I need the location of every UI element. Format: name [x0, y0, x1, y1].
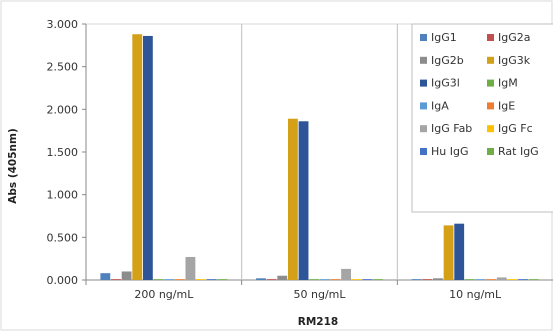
bar-igg3l: [298, 121, 309, 280]
legend-swatch: [487, 34, 494, 41]
bar-iga: [475, 279, 486, 280]
legend-label: IgA: [431, 99, 449, 112]
bar-hu-igg: [518, 279, 528, 280]
x-axis-title: RM218: [298, 316, 338, 328]
legend-swatch: [487, 79, 494, 87]
legend-swatch: [487, 148, 494, 155]
y-tick-label: 2.500: [47, 61, 79, 74]
legend-label: IgG Fc: [498, 122, 533, 135]
bar-igg2a: [111, 279, 121, 280]
legend-label: IgG3k: [498, 54, 531, 67]
legend-box: [411, 23, 553, 213]
bar-igm: [309, 279, 320, 280]
legend-label: IgG2a: [498, 31, 531, 44]
bar-igg2b: [277, 275, 288, 280]
bar-igm: [464, 279, 475, 280]
bar-igg1: [411, 279, 422, 280]
y-tick-label: 1.500: [47, 146, 79, 159]
bar-igm: [153, 279, 164, 280]
x-axis-ticks: 200 ng/mL 50 ng/mL 10 ng/mL: [85, 280, 502, 301]
bar-igg2b: [433, 278, 443, 280]
legend-swatch: [420, 34, 427, 41]
bar-rat-igg: [217, 279, 228, 280]
legend-swatch: [487, 56, 494, 64]
legend-label: Rat IgG: [498, 145, 539, 158]
bar-igg3l: [142, 35, 153, 280]
bar-igg-fab: [185, 256, 196, 280]
y-tick-label: 1.000: [47, 189, 79, 202]
bar-igg2a: [266, 279, 277, 280]
legend-label: IgM: [498, 77, 518, 90]
bar-igg3l: [454, 223, 465, 280]
x-tick-label: 10 ng/mL: [449, 288, 502, 301]
bar-ige: [486, 279, 497, 280]
bar-igg1: [256, 278, 266, 280]
legend-label: IgG Fab: [431, 122, 472, 135]
x-tick-label: 50 ng/mL: [294, 288, 347, 301]
legend-label: IgG2b: [431, 54, 464, 67]
bar-igg-fab: [496, 277, 507, 280]
bar-igg1: [100, 273, 111, 280]
bar-igg3k: [132, 34, 143, 280]
bar-rat-igg: [528, 279, 539, 280]
bar-hu-igg: [362, 279, 373, 280]
y-tick-label: 0.000: [47, 274, 79, 287]
legend-swatch: [420, 125, 427, 133]
bar-ige: [330, 279, 341, 280]
legend-label: IgG1: [431, 31, 457, 44]
bars: [100, 34, 539, 280]
y-axis-title: Abs (405nm): [7, 128, 19, 203]
bar-igg2a: [422, 279, 433, 280]
legend-swatch: [420, 56, 427, 64]
bar-igg-fc: [507, 279, 518, 280]
y-tick-label: 0.500: [47, 231, 79, 244]
bar-igg-fab: [341, 268, 352, 280]
bar-iga: [319, 279, 330, 280]
legend-swatch: [420, 102, 427, 110]
legend-swatch: [487, 102, 494, 110]
bar-igg-fc: [196, 279, 206, 280]
legend-label: Hu IgG: [431, 145, 469, 158]
bar-iga: [164, 279, 175, 280]
legend: IgG1 IgG2a IgG2b IgG3k IgG3l IgM IgA IgE IgG Fab…: [411, 23, 553, 213]
y-tick-label: 2.000: [47, 103, 79, 116]
bar-hu-igg: [206, 279, 217, 280]
legend-swatch: [420, 79, 427, 87]
bar-ige: [174, 279, 185, 280]
x-tick-label: 200 ng/mL: [134, 288, 194, 301]
bar-rat-igg: [373, 279, 383, 280]
legend-label: IgE: [498, 99, 515, 112]
y-tick-label: 3.000: [47, 18, 79, 31]
bar-igg3k: [287, 118, 298, 280]
bar-igg3k: [443, 225, 454, 280]
y-axis-ticks: 0.000 0.500 1.000 1.500 2.000 2.500 3.000: [47, 18, 86, 287]
bar-igg2b: [121, 271, 132, 280]
bar-igg-fc: [351, 279, 362, 280]
legend-swatch: [487, 125, 494, 133]
legend-label: IgG3l: [431, 77, 460, 90]
legend-swatch: [420, 148, 427, 155]
